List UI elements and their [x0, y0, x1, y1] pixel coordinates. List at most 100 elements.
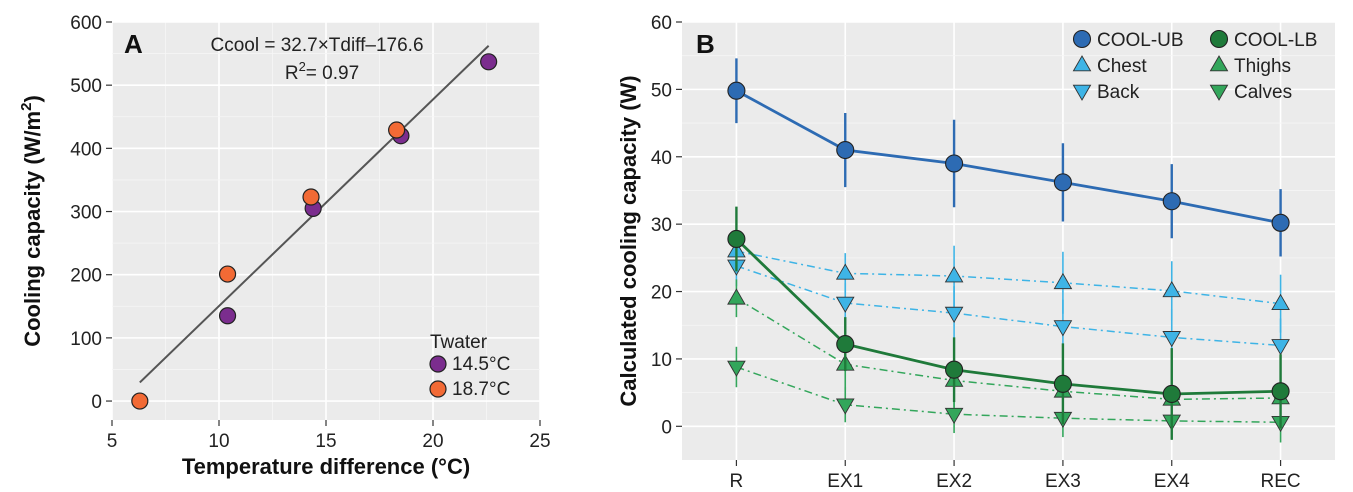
- data-point: [727, 229, 746, 249]
- x-tick-label: 5: [107, 431, 118, 452]
- series-cool-lb: [727, 206, 1290, 440]
- series-cool-ub: [727, 58, 1290, 257]
- legend-a: Twater 14.5°C 18.7°C: [429, 332, 510, 400]
- data-point: [480, 53, 498, 71]
- data-point: [388, 121, 406, 139]
- data-point: [1162, 280, 1182, 298]
- data-point: [218, 265, 237, 283]
- legend-marker-b: [1209, 29, 1229, 49]
- data-point: [1271, 293, 1290, 310]
- data-point: [945, 360, 964, 379]
- y-tick-label: 0: [91, 392, 102, 413]
- y-axis-title-b: Calculated cooling capacity (W): [616, 75, 641, 406]
- x-tick-label: 20: [422, 431, 443, 452]
- x-tick-label: EX4: [1154, 471, 1190, 492]
- data-point: [1162, 331, 1182, 348]
- data-point: [1162, 192, 1181, 211]
- data-point: [836, 335, 855, 354]
- panel-label-b: B: [696, 29, 715, 59]
- series-line: [735, 89, 1281, 225]
- y-tick-label: 30: [651, 215, 672, 236]
- data-point: [835, 296, 855, 313]
- y-tick-label: 20: [651, 283, 672, 304]
- y-tick-label: 0: [661, 417, 672, 438]
- legend-label-a: 14.5°C: [452, 354, 510, 375]
- data-point: [1271, 339, 1290, 356]
- y-tick-label: 300: [70, 203, 102, 224]
- series-line: [736, 297, 1281, 401]
- r-squared: R2= 0.97: [285, 59, 359, 84]
- data-point: [131, 392, 149, 410]
- data-point: [727, 288, 746, 305]
- legend-marker-a: [429, 355, 447, 373]
- x-tick-label: 25: [529, 431, 550, 452]
- legend-title-a: Twater: [430, 332, 488, 353]
- y-tick-label: 40: [651, 148, 672, 169]
- plot-area-b: [682, 22, 1335, 460]
- legend-label-b: COOL-LB: [1234, 30, 1317, 51]
- data-point: [1053, 320, 1073, 337]
- data-point: [1162, 384, 1181, 404]
- legend-label-a: 18.7°C: [452, 379, 510, 400]
- x-tick-label: REC: [1261, 471, 1301, 492]
- data-point: [835, 263, 855, 280]
- x-axis-title-a: Temperature difference (°C): [182, 454, 470, 479]
- data-point: [835, 398, 855, 415]
- legend-b: COOL-UB Chest Back COOL-LB Thighs Calves: [1072, 29, 1317, 103]
- legend-label-b: Back: [1097, 82, 1140, 103]
- data-point: [727, 360, 746, 377]
- data-point: [1271, 213, 1290, 232]
- x-tick-label: EX1: [827, 471, 863, 492]
- data-point: [944, 266, 964, 283]
- series-b: [727, 58, 1290, 443]
- series-line: [736, 265, 1281, 347]
- legend-label-b: Calves: [1234, 82, 1292, 103]
- y-tick-label: 100: [70, 329, 102, 350]
- legend-marker-a: [429, 380, 447, 398]
- y-tick-label: 50: [651, 80, 672, 101]
- data-point: [727, 81, 746, 100]
- series-line: [735, 237, 1281, 396]
- regression-equation: Ccool = 32.7×Tdiff–176.6: [210, 35, 423, 56]
- y-tick-label: 200: [70, 266, 102, 287]
- x-tick-label: 10: [208, 431, 229, 452]
- y-axis-title-a: Cooling capacity (W/m2): [18, 95, 45, 347]
- y-tick-label: 600: [70, 13, 102, 34]
- legend-label-b: COOL-UB: [1097, 30, 1184, 51]
- x-tick-label: EX2: [936, 471, 972, 492]
- ticks-a: 5 10 15 20 25 0 100 200 300 400 500 600: [70, 13, 550, 452]
- data-point: [945, 154, 964, 173]
- legend-marker-b: [1209, 55, 1229, 72]
- series-line: [736, 250, 1281, 305]
- points-a: [131, 53, 498, 410]
- y-tick-label: 400: [70, 139, 102, 160]
- legend-marker-b: [1072, 29, 1092, 49]
- ticks-b: R EX1 EX2 EX3 EX4 REC 0 10 20 30 40 50 60: [651, 13, 1301, 492]
- panel-label-a: A: [124, 29, 143, 59]
- legend-marker-b: [1072, 84, 1092, 101]
- data-point: [218, 307, 237, 325]
- data-point: [944, 407, 964, 425]
- data-point: [1271, 382, 1290, 401]
- data-point: [944, 306, 964, 324]
- legend-label-b: Thighs: [1234, 56, 1291, 77]
- grid-a: [111, 21, 541, 420]
- x-tick-label: EX3: [1045, 471, 1081, 492]
- data-point: [836, 140, 855, 160]
- x-tick-label: R: [730, 471, 744, 492]
- legend-marker-b: [1072, 55, 1092, 72]
- legend-marker-b: [1209, 84, 1229, 101]
- data-point: [1053, 272, 1073, 290]
- data-point: [1053, 173, 1072, 192]
- y-tick-label: 500: [70, 76, 102, 97]
- x-tick-label: 15: [315, 431, 336, 452]
- series-line: [736, 366, 1281, 424]
- data-point: [1053, 374, 1072, 393]
- y-tick-label: 60: [651, 13, 672, 34]
- panel-a: 5 10 15 20 25 0 100 200 300 400 500 600 A Ccool = 3…: [18, 13, 551, 479]
- y-tick-label: 10: [651, 350, 672, 371]
- legend-label-b: Chest: [1097, 56, 1147, 77]
- data-point: [302, 188, 320, 206]
